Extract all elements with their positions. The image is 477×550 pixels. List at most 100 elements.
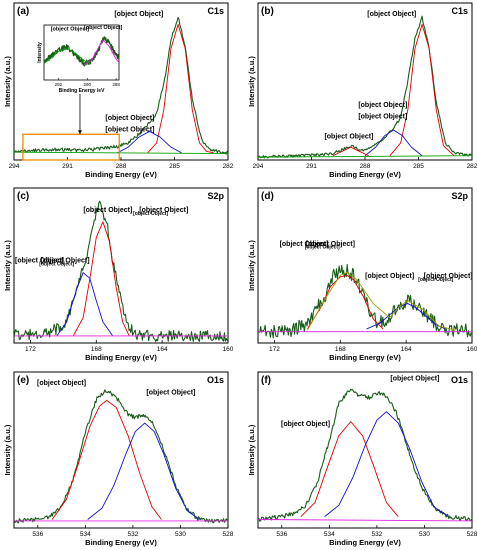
panel-f: 536 534 532 530 528 Binding Energy (eV) Intens…	[247, 371, 477, 547]
panel-label: (b)	[261, 6, 274, 17]
region-title: S2p	[207, 191, 224, 201]
region-title: O1s	[207, 375, 224, 385]
panel-e: 536 534 532 530 528 Binding Energy (eV) Intens…	[3, 371, 234, 547]
panel-c: 172 168 164 160 Binding Energy (eV) Intensity…	[3, 187, 234, 362]
peak-annotation: [object Object]	[105, 115, 154, 122]
x-tick-label: 534	[80, 531, 91, 538]
plot-frame	[257, 187, 473, 344]
x-tick-label: 532	[127, 531, 138, 538]
peak-annotation: [object Object]	[15, 258, 64, 265]
series-raw-line	[257, 264, 473, 339]
region-title: C1s	[207, 6, 224, 16]
inset-plot: 292 290 288 Binding Energy /eV Intensity [obj…	[37, 24, 123, 94]
inset-x-tick-label: 290	[84, 82, 92, 87]
peak-annotation: [object Object]	[41, 258, 90, 265]
peak-annotation: [object Object]	[418, 277, 453, 283]
y-axis-label: Intensity (a.u.)	[3, 424, 12, 475]
peak-annotation: [object Object]	[39, 262, 74, 268]
inset-series-fit-line	[84, 39, 120, 65]
series-fit-line	[366, 303, 446, 330]
x-tick-label: 288	[116, 163, 127, 170]
inset-peak-annotation: [object Object]	[84, 25, 123, 31]
series-fit-line	[300, 421, 399, 517]
panel-label: (f)	[261, 375, 271, 386]
x-axis-label: Binding Energy (eV)	[85, 170, 157, 179]
series-raw-line	[257, 15, 473, 159]
y-axis-label: Intensity (a.u.)	[3, 240, 12, 291]
series-fit-line	[306, 272, 456, 331]
x-tick-label: 160	[223, 346, 234, 353]
x-axis-label: Binding Energy (eV)	[85, 538, 157, 547]
region-title: S2p	[451, 191, 468, 201]
highlight-box	[22, 133, 120, 161]
inset-x-tick-label: 288	[112, 82, 120, 87]
inset-x-tick-label: 292	[55, 82, 63, 87]
panel-label: (e)	[17, 375, 29, 386]
peak-annotation: [object Object]	[367, 11, 416, 18]
x-tick-label: 285	[169, 163, 180, 170]
x-tick-label: 530	[419, 531, 430, 538]
x-axis-label: Binding Energy (eV)	[329, 538, 401, 547]
series-fit-line	[364, 129, 423, 157]
x-tick-label: 294	[253, 163, 264, 170]
y-axis-label: Intensity (a.u.)	[3, 56, 12, 107]
peak-annotation: [object Object]	[390, 376, 439, 383]
x-tick-label: 536	[276, 531, 287, 538]
series-raw-line	[13, 16, 229, 155]
series-raw-line	[13, 389, 229, 524]
panel-a: 294 291 288 285 282 Binding Energy (eV) Intens…	[3, 2, 234, 179]
plot-frame	[13, 371, 229, 529]
peak-annotation: [object Object]	[105, 126, 154, 133]
inset-x-axis-label: Binding Energy /eV	[59, 88, 106, 94]
series-fit-line	[56, 272, 114, 337]
series-fit-line	[117, 131, 182, 154]
series-baseline-line	[13, 151, 229, 155]
peak-annotation: [object Object]	[133, 211, 168, 217]
series-fit-line	[72, 221, 130, 337]
series-raw-line	[13, 200, 229, 343]
x-tick-label: 168	[91, 346, 102, 353]
peak-annotation: [object Object]	[358, 102, 407, 109]
x-tick-label: 282	[467, 163, 477, 170]
x-tick-label: 536	[32, 531, 43, 538]
inset-y-axis-label: Intensity	[37, 42, 43, 63]
x-tick-label: 288	[360, 163, 371, 170]
peak-annotation: [object Object]	[424, 273, 473, 280]
peak-annotation: [object Object]	[281, 421, 330, 428]
panel-d: 172 168 164 160 Binding Energy (eV) Intensity…	[247, 187, 477, 362]
x-tick-label: 528	[467, 531, 477, 538]
x-tick-label: 534	[324, 531, 335, 538]
panel-b: 294 291 288 285 282 Binding Energy (eV) Intens…	[247, 2, 477, 179]
region-title: C1s	[451, 6, 468, 16]
series-fit-line	[147, 23, 214, 154]
x-tick-label: 294	[9, 163, 20, 170]
x-tick-label: 291	[62, 163, 73, 170]
peak-annotation: [object Object]	[306, 241, 355, 248]
x-tick-label: 168	[335, 346, 346, 353]
peak-annotation: [object Object]	[324, 134, 373, 141]
peak-annotation: [object Object]	[305, 245, 340, 251]
x-axis-label: Binding Energy (eV)	[85, 353, 157, 362]
series-raw-line	[257, 388, 473, 522]
peak-annotation: [object Object]	[358, 114, 407, 121]
series-fit-line	[324, 411, 449, 518]
x-tick-label: 172	[25, 346, 36, 353]
series-baseline-line	[257, 155, 473, 158]
plot-frame	[13, 187, 229, 344]
x-tick-label: 160	[467, 346, 477, 353]
y-axis-label: Intensity (a.u.)	[247, 424, 256, 475]
inset-series-fit-line	[43, 47, 91, 64]
plot-frame	[257, 371, 473, 529]
inset-arrow-head	[77, 130, 82, 135]
series-fit-line	[389, 23, 455, 157]
x-tick-label: 532	[371, 531, 382, 538]
x-tick-label: 528	[223, 531, 234, 538]
x-tick-label: 282	[223, 163, 234, 170]
inset-peak-annotation: [object Object]	[51, 27, 90, 33]
region-title: O1s	[451, 375, 468, 385]
series-baseline-line	[257, 519, 473, 522]
series-fit-line	[87, 422, 200, 520]
peak-annotation: [object Object]	[37, 380, 86, 387]
x-tick-label: 164	[157, 346, 168, 353]
x-tick-label: 530	[175, 531, 186, 538]
